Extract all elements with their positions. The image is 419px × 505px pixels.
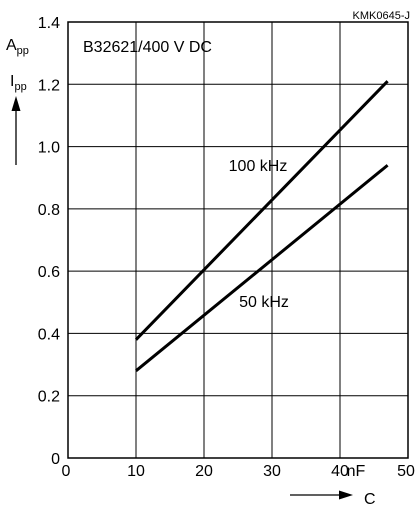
series-label: 100 kHz xyxy=(229,158,288,175)
y-tick-label: 1.2 xyxy=(38,77,60,94)
y-symbol: I xyxy=(10,73,14,90)
y-tick-label: 0.6 xyxy=(38,264,60,281)
series-label: 50 kHz xyxy=(239,294,289,311)
y-tick-label: 0.8 xyxy=(38,202,60,219)
y-tick-label: 0.2 xyxy=(38,389,60,406)
y-tick-labels: 0 0.2 0.4 0.6 0.8 1.0 1.2 1.4 xyxy=(38,15,60,468)
series-line xyxy=(135,164,389,372)
y-unit-sub: pp xyxy=(17,45,29,57)
y-symbol-sub: pp xyxy=(14,81,26,93)
x-tick-label: 20 xyxy=(195,463,213,480)
y-axis-symbol: Ipp xyxy=(10,73,27,93)
y-tick-label: 0 xyxy=(51,451,60,468)
y-axis-arrow xyxy=(11,96,21,165)
x-tick-label: 50 xyxy=(397,463,415,480)
figure-id: KMK0645-J xyxy=(353,10,410,22)
y-unit: A xyxy=(6,37,17,54)
grid-lines xyxy=(68,22,408,458)
x-tick-label: 30 xyxy=(263,463,281,480)
x-axis-arrow xyxy=(290,490,353,500)
x-tick-label: 0 xyxy=(62,463,71,480)
x-tick-labels: 0 10 20 30 40 50 xyxy=(62,463,415,480)
x-axis-symbol: C xyxy=(364,491,376,505)
series-lines: 100 kHz 50 kHz xyxy=(134,80,389,372)
y-unit-label: App xyxy=(6,37,29,57)
plot-frame xyxy=(67,21,409,459)
x-unit-label: nF xyxy=(347,463,366,480)
x-tick-label: 10 xyxy=(127,463,145,480)
part-label: B32621/400 V DC xyxy=(83,39,212,56)
x-tick-label: 40 xyxy=(331,463,349,480)
y-tick-label: 1.0 xyxy=(38,140,60,157)
series-line xyxy=(134,80,389,341)
y-tick-label: 0.4 xyxy=(38,326,60,343)
y-tick-label: 1.4 xyxy=(38,15,60,32)
